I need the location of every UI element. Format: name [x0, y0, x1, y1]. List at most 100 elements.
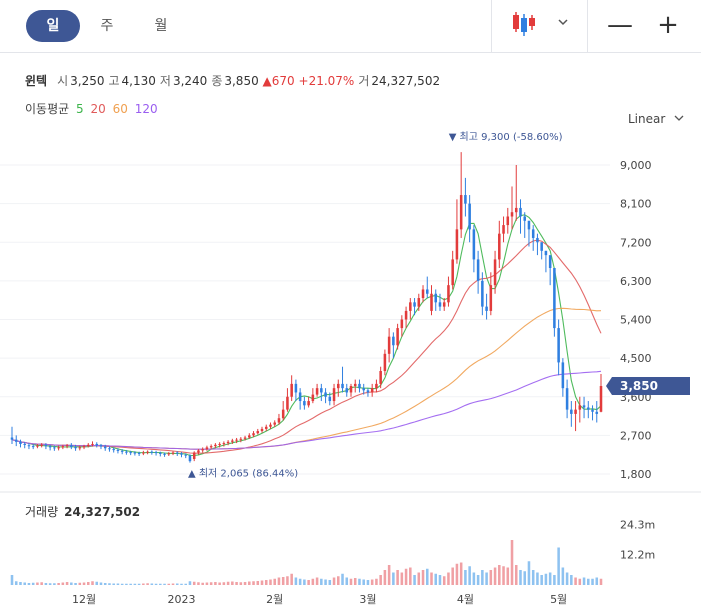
- volume-bar: [540, 575, 543, 585]
- scale-selector[interactable]: Linear: [628, 112, 685, 126]
- scale-label: Linear: [628, 112, 666, 126]
- candle-body: [375, 383, 378, 389]
- candle-body: [430, 293, 433, 311]
- candle-body: [57, 447, 60, 449]
- candle-body: [476, 259, 480, 281]
- candle-body: [281, 409, 285, 419]
- current-price-label: 3,850: [620, 379, 658, 393]
- change-value: ▲670: [262, 74, 295, 88]
- candle-body: [578, 405, 582, 410]
- candle-body: [146, 451, 149, 453]
- candle-body: [561, 362, 565, 389]
- volume-bar: [375, 578, 378, 585]
- candle-body: [320, 388, 323, 393]
- zoom-out-button[interactable]: —: [607, 10, 633, 40]
- candle-body: [370, 388, 374, 393]
- volume-bar: [561, 567, 565, 585]
- candle-body: [557, 328, 560, 363]
- candle-body: [548, 255, 552, 268]
- candle-body: [70, 445, 73, 447]
- candle-body: [523, 216, 526, 221]
- volume-bar: [116, 583, 120, 585]
- ma-20[interactable]: 20: [90, 102, 106, 116]
- candle-body: [387, 336, 391, 354]
- volume-bar: [269, 579, 272, 585]
- low-value: 3,240: [172, 74, 208, 88]
- candle-body: [595, 411, 599, 414]
- candle-body: [337, 383, 340, 389]
- candles: [10, 152, 603, 463]
- candle-body: [489, 285, 493, 311]
- volume-bar: [248, 581, 251, 585]
- candle-body: [591, 409, 594, 412]
- volume-bar: [599, 578, 603, 585]
- candle-body: [197, 450, 200, 453]
- candle-body: [129, 452, 132, 454]
- volume-bar: [358, 578, 361, 585]
- volume-bar: [129, 583, 132, 585]
- zoom-in-button[interactable]: +: [657, 10, 679, 40]
- candle-body: [188, 455, 192, 462]
- volume-bar: [459, 562, 463, 585]
- volume-bar: [498, 565, 501, 585]
- ma-60[interactable]: 60: [112, 102, 128, 116]
- candle-body: [277, 418, 281, 423]
- candle-body: [565, 388, 569, 410]
- x-axis: 12월 2023 2월 3월 4월 5월: [72, 593, 567, 606]
- volume-bar: [506, 567, 510, 585]
- volume-bar: [548, 572, 552, 585]
- high-label: 고: [108, 74, 120, 88]
- volume-bar: [303, 579, 306, 585]
- toolbar-divider: [587, 0, 588, 52]
- volume-bar: [307, 580, 310, 585]
- candle-body: [396, 328, 399, 346]
- volume-bar: [286, 576, 289, 585]
- x-tick-label: 12월: [72, 593, 96, 606]
- period-tab-day[interactable]: 일: [26, 10, 80, 42]
- candle-body: [379, 371, 382, 384]
- candle-body: [519, 207, 522, 217]
- candle-body: [248, 435, 251, 438]
- volume-bar: [578, 578, 582, 585]
- volume-bar: [214, 582, 217, 585]
- candle-body: [311, 394, 315, 402]
- candle-body: [298, 392, 302, 402]
- volume-bar: [82, 582, 86, 585]
- candle-body: [44, 444, 48, 447]
- ma-line-120: [11, 370, 602, 450]
- volume-bar: [485, 572, 488, 585]
- candle-body: [78, 447, 82, 449]
- candle-body: [362, 388, 365, 391]
- candle-body: [536, 237, 539, 243]
- volume-bar: [353, 578, 357, 585]
- volume-bar: [481, 570, 484, 585]
- volume-bar: [324, 579, 327, 585]
- ma-5[interactable]: 5: [76, 102, 84, 116]
- volume-bar: [400, 572, 404, 585]
- volume-bar: [19, 582, 22, 585]
- chart-type-selector[interactable]: [500, 0, 580, 52]
- volume-bar: [201, 582, 204, 585]
- period-tab-week[interactable]: 주: [100, 18, 114, 34]
- x-tick-label: 2023: [167, 593, 195, 606]
- ma-line-60: [11, 307, 602, 450]
- candle-body: [324, 392, 327, 397]
- x-tick-label: 2월: [266, 593, 283, 606]
- candlestick-icon: [513, 12, 568, 36]
- candle-body: [27, 445, 31, 447]
- volume-bar: [159, 583, 162, 585]
- volume-bar: [260, 580, 264, 585]
- candle-body: [142, 452, 145, 454]
- candle-body: [451, 259, 454, 286]
- period-tab-month[interactable]: 월: [154, 18, 168, 34]
- volume-bar: [273, 578, 276, 585]
- volume-bar: [222, 582, 226, 585]
- volume-bar: [468, 566, 471, 585]
- volume-bar: [197, 582, 200, 585]
- volume-panel-value: 24,327,502: [64, 505, 141, 519]
- volume-bar: [231, 581, 234, 585]
- ma-120[interactable]: 120: [134, 102, 158, 116]
- candle-body: [19, 441, 22, 444]
- volume-bar: [404, 568, 408, 585]
